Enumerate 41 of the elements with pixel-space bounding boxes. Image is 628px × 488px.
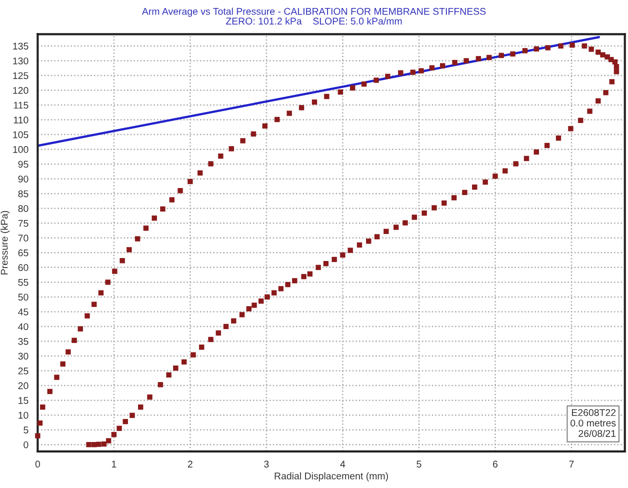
x-tick-label: 4 bbox=[340, 460, 346, 468]
y-tick-label: 50 bbox=[18, 294, 28, 301]
x-tick-label: 1 bbox=[112, 460, 116, 468]
y-tick-label: 45 bbox=[18, 308, 28, 316]
y-tick-label: 70 bbox=[18, 234, 28, 242]
y-tick-label: 115 bbox=[14, 102, 28, 109]
x-tick-label: 2 bbox=[188, 460, 192, 468]
y-tick-label: 10 bbox=[18, 412, 28, 419]
y-tick-label: 130 bbox=[13, 57, 28, 64]
y-tick-label: 35 bbox=[18, 338, 28, 345]
y-tick-label: 135 bbox=[13, 42, 28, 50]
y-tick-label: 40 bbox=[18, 323, 28, 330]
y-tick-label: 15 bbox=[18, 397, 28, 404]
y-tick-label: 100 bbox=[13, 146, 28, 153]
y-tick-label: 20 bbox=[18, 382, 28, 390]
annotation: E2608T22 0.0 metres 26/08/21 bbox=[570, 409, 616, 437]
y-tick-label: 90 bbox=[18, 176, 28, 182]
y-tick-label: 125 bbox=[13, 72, 28, 80]
x-axis-title: Radial Displacement (mm) bbox=[274, 472, 388, 482]
y-axis-title: Pressure (kPa) bbox=[0, 210, 10, 274]
y-tick-label: 0 bbox=[24, 441, 28, 448]
x-tick-label: 7 bbox=[569, 460, 574, 468]
y-tick-label: 5 bbox=[24, 426, 28, 434]
y-tick-label: 120 bbox=[13, 87, 28, 94]
x-tick-label: 3 bbox=[264, 460, 269, 468]
y-tick-label: 60 bbox=[18, 264, 28, 272]
y-tick-label: 80 bbox=[18, 205, 28, 212]
y-tick-label: 65 bbox=[18, 249, 28, 256]
y-tick-label: 75 bbox=[18, 220, 28, 227]
y-tick-label: 25 bbox=[18, 368, 28, 374]
y-tick-label: 30 bbox=[18, 352, 28, 360]
y-tick-label: 55 bbox=[18, 279, 28, 286]
y-tick-label: 85 bbox=[18, 190, 28, 198]
x-tick-label: 6 bbox=[493, 460, 498, 468]
y-tick-label: 110 bbox=[14, 116, 28, 124]
chart-subtitle: ZERO: 101.2 kPa SLOPE: 5.0 kPa/mm bbox=[226, 17, 402, 25]
y-tick-label: 105 bbox=[13, 131, 28, 138]
x-tick-label: 0 bbox=[35, 460, 40, 468]
x-tick-label: 5 bbox=[416, 460, 422, 468]
y-tick-label: 95 bbox=[18, 160, 28, 168]
chart-title: Arm Average vs Total Pressure - CALIBRATION FOR MEMBRANE STIFFNESS bbox=[142, 8, 486, 17]
